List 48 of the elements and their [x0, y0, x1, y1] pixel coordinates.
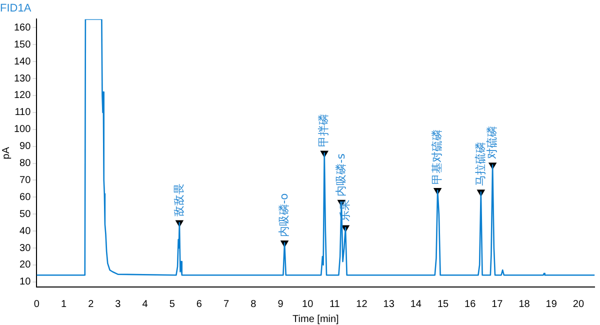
x-tick-label: 3 — [115, 298, 122, 310]
x-tick-label: 4 — [142, 298, 148, 310]
x-tick-label: 13 — [383, 298, 395, 310]
x-tick-label: 11 — [329, 298, 340, 310]
annotation: 内吸磷-o — [277, 192, 290, 237]
x-tick-label: 15 — [437, 298, 450, 310]
x-tick-label: 9 — [278, 298, 284, 310]
annotation: 马拉硫磷 — [474, 142, 487, 186]
y-tick-label: 110 — [14, 107, 32, 118]
y-tick-label: 130 — [14, 73, 32, 84]
x-tick-label: 7 — [224, 298, 230, 310]
x-tick-label: 8 — [250, 298, 257, 310]
x-tick-label: 0 — [34, 298, 40, 310]
y-tick-label: 20 — [20, 260, 32, 271]
x-tick-label: 5 — [169, 298, 176, 310]
y-tick-label: 70 — [20, 174, 32, 186]
chart-title: FID1A — [0, 2, 32, 15]
y-tick-label: 80 — [20, 158, 32, 170]
x-tick-label: 2 — [88, 298, 94, 310]
y-tick-label: 140 — [14, 56, 32, 68]
y-tick-label: 150 — [14, 39, 32, 50]
x-tick-label: 20 — [572, 298, 584, 310]
x-tick-label: 12 — [356, 298, 368, 310]
x-axis-title: Time [min] — [292, 314, 340, 325]
y-tick-label: 60 — [20, 192, 32, 203]
y-tick-label: 40 — [20, 226, 32, 237]
y-tick-label: 120 — [14, 90, 32, 102]
x-tick-label: 18 — [518, 298, 530, 310]
annotation: 甲基对硫磷 — [430, 129, 444, 184]
y-tick-label: 100 — [14, 124, 32, 136]
x-tick-label: 1 — [60, 298, 67, 310]
y-tick-label: 90 — [20, 141, 32, 152]
x-tick-label: 19 — [546, 298, 558, 310]
x-tick-label: 16 — [464, 298, 476, 310]
y-axis-title: pA — [0, 146, 12, 160]
annotation: 敌敌畏 — [172, 184, 186, 217]
annotation: 内吸磷-s — [334, 153, 348, 196]
x-tick-label: 10 — [302, 298, 314, 310]
x-tick-label: 17 — [492, 298, 504, 310]
annotation: 甲拌磷 — [317, 114, 330, 148]
y-tick-label: 10 — [20, 276, 32, 288]
x-tick-label: 14 — [410, 298, 422, 310]
annotation: 乐果 — [338, 200, 352, 222]
y-tick-label: 30 — [20, 242, 32, 254]
annotation: 对硫磷 — [485, 126, 498, 159]
x-tick-label: 6 — [196, 298, 202, 310]
y-tick-label: 160 — [14, 22, 32, 34]
y-tick-label: 50 — [20, 208, 32, 220]
